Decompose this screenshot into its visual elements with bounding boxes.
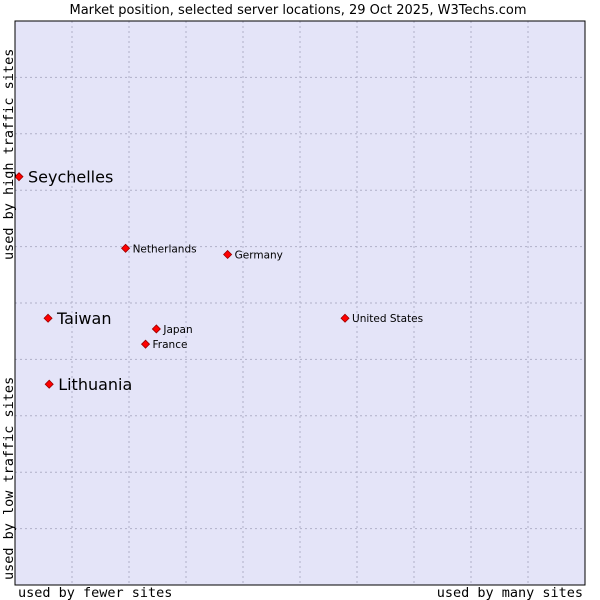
point-taiwan: Taiwan <box>43 309 111 328</box>
point-label: United States <box>352 313 423 325</box>
point-marker <box>121 243 131 253</box>
point-marker <box>44 379 54 389</box>
point-marker <box>223 249 233 260</box>
point-marker <box>43 313 53 323</box>
point-lithuania: Lithuania <box>44 375 132 394</box>
point-japan: Japan <box>151 324 193 336</box>
point-germany: Germany <box>223 249 283 261</box>
y-axis-label-bottom: used by low traffic sites <box>1 377 17 580</box>
point-label: France <box>153 339 188 351</box>
point-seychelles: Seychelles <box>14 168 113 187</box>
x-axis-label-right: used by many sites <box>437 585 583 600</box>
point-label: Netherlands <box>133 243 197 255</box>
point-united-states: United States <box>340 313 423 325</box>
point-france: France <box>140 339 188 351</box>
grid <box>15 21 585 585</box>
point-marker <box>140 339 151 349</box>
point-netherlands: Netherlands <box>121 243 197 255</box>
point-label: Germany <box>235 249 283 261</box>
x-axis-label-left: used by fewer sites <box>18 585 172 600</box>
point-marker <box>340 313 350 323</box>
point-label: Taiwan <box>56 309 111 328</box>
point-label: Japan <box>162 324 192 336</box>
y-axis-label-top: used by high traffic sites <box>1 49 17 260</box>
plot-border <box>14 20 586 586</box>
chart-title: Market position, selected server locatio… <box>69 3 526 18</box>
point-marker <box>151 324 161 334</box>
point-label: Lithuania <box>58 375 132 394</box>
point-label: Seychelles <box>28 168 113 187</box>
point-marker <box>14 172 24 182</box>
data-points: Seychelles Netherlands Germany Taiwan United… <box>14 168 423 394</box>
